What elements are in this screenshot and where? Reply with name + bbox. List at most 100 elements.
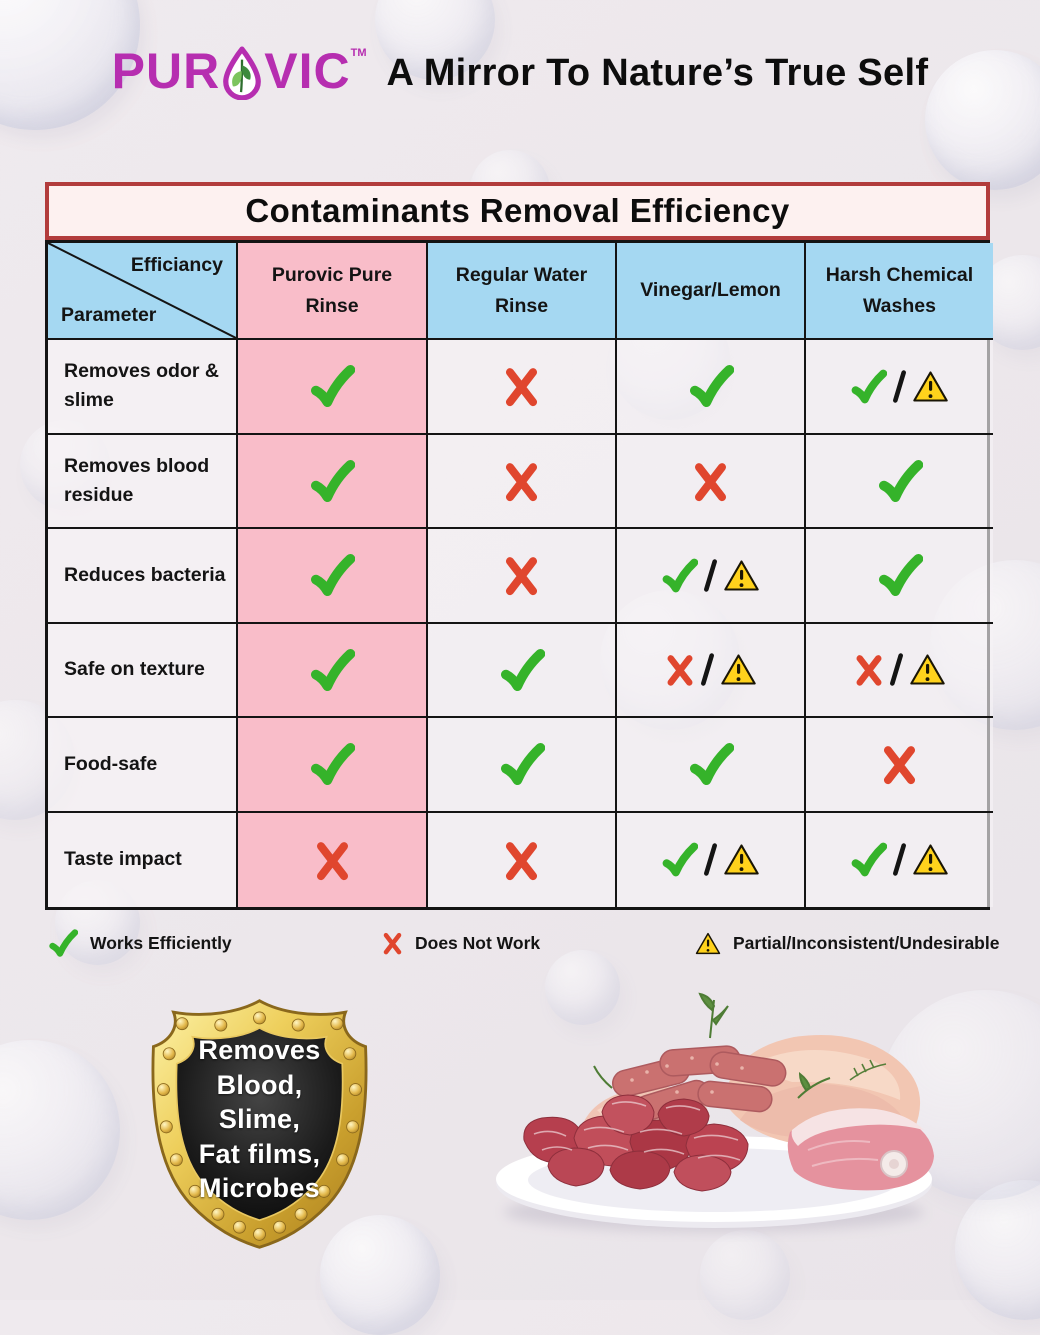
check-icon — [311, 365, 355, 408]
warning-icon — [724, 844, 759, 875]
legend-item-cross: Does Not Work — [382, 922, 540, 964]
result-cell-check — [806, 434, 993, 529]
result-cell-check — [806, 529, 993, 624]
slash-separator — [889, 653, 903, 686]
row-label: Safe on texture — [48, 623, 238, 718]
cross-icon — [505, 841, 538, 880]
cross-icon — [316, 841, 348, 880]
row-label: Removes odor & slime — [48, 340, 238, 435]
legend-item-warn: Partial/Inconsistent/Undesirable — [695, 922, 999, 964]
slash-separator — [700, 653, 714, 686]
droplet-leaf-icon — [223, 46, 262, 100]
column-header-3: Vinegar/Lemon — [617, 243, 806, 340]
check-icon — [311, 743, 355, 786]
slash-separator — [704, 559, 717, 592]
check-icon — [662, 842, 698, 877]
legend-label: Works Efficiently — [90, 932, 232, 953]
slash-separator — [704, 843, 717, 876]
badge-text: Removes Blood, Slime, Fat films, Microbes — [112, 1033, 407, 1206]
purovic-logo: PUR VIC TM — [112, 46, 367, 100]
check-icon — [311, 648, 355, 691]
result-cell-cross_warn — [806, 623, 993, 718]
header: PUR VIC TM A Mirror To Nature’s True Sel… — [0, 46, 1040, 100]
legend-label: Partial/Inconsistent/Undesirable — [733, 932, 1000, 953]
legend-item-check: Works Efficiently — [48, 922, 232, 964]
warning-icon — [695, 932, 721, 954]
corner-efficiency-label: Efficiancy — [130, 254, 223, 276]
row-label: Removes blood residue — [48, 434, 238, 529]
beef-cubes — [523, 1094, 749, 1192]
warning-icon — [913, 844, 948, 875]
badge-line: Fat films, — [198, 1138, 321, 1169]
result-cell-check — [428, 623, 617, 718]
check-icon — [851, 842, 887, 877]
water-droplet-decoration — [0, 1040, 120, 1220]
water-droplet-decoration — [955, 1180, 1040, 1320]
warning-icon — [913, 371, 948, 402]
warning-icon — [720, 654, 756, 685]
badge-line: Microbes — [199, 1173, 320, 1204]
legend-label: Does Not Work — [415, 932, 541, 953]
result-cell-cross — [428, 529, 617, 624]
row-label: Food-safe — [48, 718, 238, 813]
result-cell-cross — [428, 340, 617, 435]
result-cell-check — [238, 623, 428, 718]
logo-text-pur: PUR — [111, 43, 221, 99]
result-cell-cross — [617, 434, 806, 529]
result-cell-check — [238, 434, 428, 529]
row-label: Taste impact — [48, 812, 238, 907]
result-cell-check — [428, 718, 617, 813]
result-cell-cross — [238, 812, 428, 907]
result-cell-check_warn — [806, 812, 993, 907]
warning-icon — [909, 654, 945, 685]
trademark-symbol: TM — [350, 47, 367, 59]
row-label: Reduces bacteria — [48, 529, 238, 624]
check-icon — [878, 459, 923, 502]
meat-platter-image — [496, 992, 934, 1232]
check-icon — [662, 558, 698, 593]
check-icon — [878, 554, 923, 597]
herb-sprigs — [593, 992, 831, 1099]
result-cell-check — [238, 529, 428, 624]
result-cell-check — [617, 340, 806, 435]
check-icon — [689, 365, 734, 408]
result-cell-check_warn — [617, 529, 806, 624]
cross-icon — [694, 462, 727, 501]
column-header-2: Regular Water Rinse — [428, 243, 617, 340]
cross-icon — [505, 368, 538, 407]
check-icon — [689, 743, 734, 786]
logo-text-vic: VIC — [264, 43, 351, 99]
table-title: Contaminants Removal Efficiency — [245, 192, 790, 229]
shield-badge: Removes Blood, Slime, Fat films, Microbes — [112, 995, 407, 1253]
corner-header-cell: Efficiancy Parameter — [48, 243, 238, 340]
diagonal-divider — [48, 243, 236, 338]
legend: Works Efficiently Does Not Work Partial/In… — [45, 922, 999, 964]
column-header-1: Purovic Pure Rinse — [238, 243, 428, 340]
cross-icon — [883, 746, 916, 785]
badge-line: Slime, — [218, 1104, 301, 1135]
cross-icon — [383, 932, 402, 955]
result-cell-cross — [428, 434, 617, 529]
slash-separator — [893, 843, 906, 876]
badge-line: Blood, — [216, 1069, 303, 1100]
cross-icon — [505, 557, 538, 596]
cross-icon — [667, 655, 692, 686]
water-droplet-decoration — [700, 1230, 790, 1320]
result-cell-cross — [806, 718, 993, 813]
result-cell-check — [617, 718, 806, 813]
check-icon — [851, 369, 887, 404]
cross-icon — [505, 462, 538, 501]
result-cell-cross_warn — [617, 623, 806, 718]
gold-shield-graphic — [151, 999, 368, 1249]
water-droplet-decoration — [925, 50, 1040, 190]
check-icon — [500, 743, 545, 786]
column-header-4: Harsh Chemical Washes — [806, 243, 993, 340]
check-icon — [500, 648, 545, 691]
cross-icon — [856, 655, 881, 686]
badge-line: Removes — [198, 1035, 321, 1065]
result-cell-check — [238, 718, 428, 813]
tagline: A Mirror To Nature’s True Self — [386, 51, 929, 94]
result-cell-cross — [428, 812, 617, 907]
check-icon — [311, 459, 355, 502]
result-cell-check_warn — [617, 812, 806, 907]
